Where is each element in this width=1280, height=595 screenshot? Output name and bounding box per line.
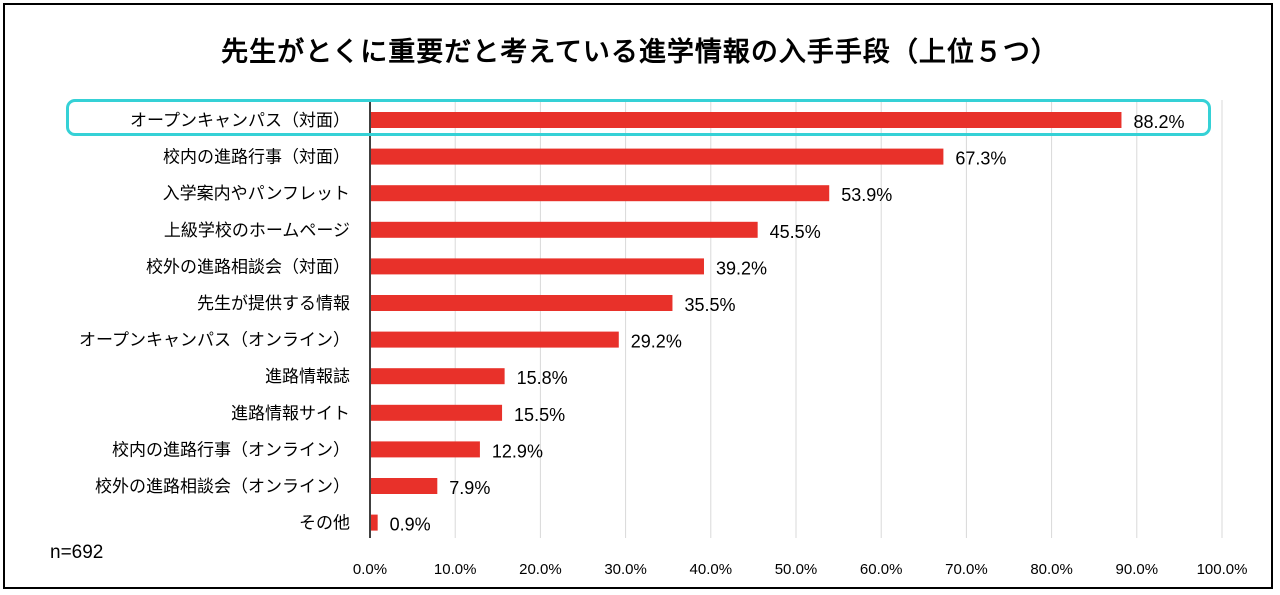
category-label: 先生が提供する情報 <box>197 294 350 314</box>
bar <box>371 514 378 531</box>
bar <box>371 185 830 202</box>
x-tick-label: 20.0% <box>519 561 562 578</box>
category-label: 校内の進路行事（オンライン） <box>112 440 350 460</box>
category-label: 校内の進路行事（対面） <box>163 148 350 168</box>
x-tick-label: 60.0% <box>860 561 903 578</box>
bar <box>371 258 704 275</box>
value-label: 39.2% <box>716 258 767 278</box>
category-label: 進路情報サイト <box>231 404 350 424</box>
value-label: 45.5% <box>770 222 821 242</box>
category-label: 校外の進路相談会（オンライン） <box>95 477 350 497</box>
value-label: 53.9% <box>841 185 892 205</box>
x-tick-label: 90.0% <box>1116 561 1159 578</box>
value-label: 0.9% <box>390 515 431 535</box>
bar <box>371 368 505 385</box>
bar <box>371 221 758 238</box>
highlight-box <box>66 99 1211 136</box>
value-label: 67.3% <box>955 149 1006 169</box>
x-tick-label: 70.0% <box>945 561 988 578</box>
bar <box>371 404 503 421</box>
bar <box>371 148 944 165</box>
x-tick-label: 100.0% <box>1197 561 1248 578</box>
value-label: 15.5% <box>514 405 565 425</box>
category-label: 進路情報誌 <box>265 367 350 387</box>
sample-size-note: n=692 <box>50 542 104 563</box>
value-label: 29.2% <box>631 332 682 352</box>
category-label: オープンキャンパス（対面） <box>130 111 350 131</box>
value-label: 35.5% <box>684 295 735 315</box>
value-label: 12.9% <box>492 441 543 461</box>
value-label: 7.9% <box>449 478 490 498</box>
bar <box>371 112 1122 128</box>
category-label: その他 <box>299 514 350 534</box>
x-tick-label: 10.0% <box>434 561 477 578</box>
category-label: オープンキャンパス（オンライン） <box>79 331 350 351</box>
category-label: 校外の進路相談会（対面） <box>146 257 350 277</box>
x-tick-label: 80.0% <box>1030 561 1073 578</box>
x-tick-label: 0.0% <box>353 561 387 578</box>
category-label: 上級学校のホームページ <box>164 221 350 241</box>
value-label: 15.8% <box>517 368 568 388</box>
value-label: 88.2% <box>1133 112 1184 132</box>
x-tick-label: 40.0% <box>690 561 733 578</box>
x-tick-label: 30.0% <box>604 561 647 578</box>
x-tick-label: 50.0% <box>775 561 818 578</box>
bar <box>371 441 480 458</box>
bar <box>371 295 673 311</box>
chart-title: 先生がとくに重要だと考えている進学情報の入手手段（上位５つ） <box>221 37 1059 68</box>
category-label: 入学案内やパンフレット <box>163 184 350 204</box>
bar <box>371 478 438 494</box>
bar <box>371 331 619 348</box>
